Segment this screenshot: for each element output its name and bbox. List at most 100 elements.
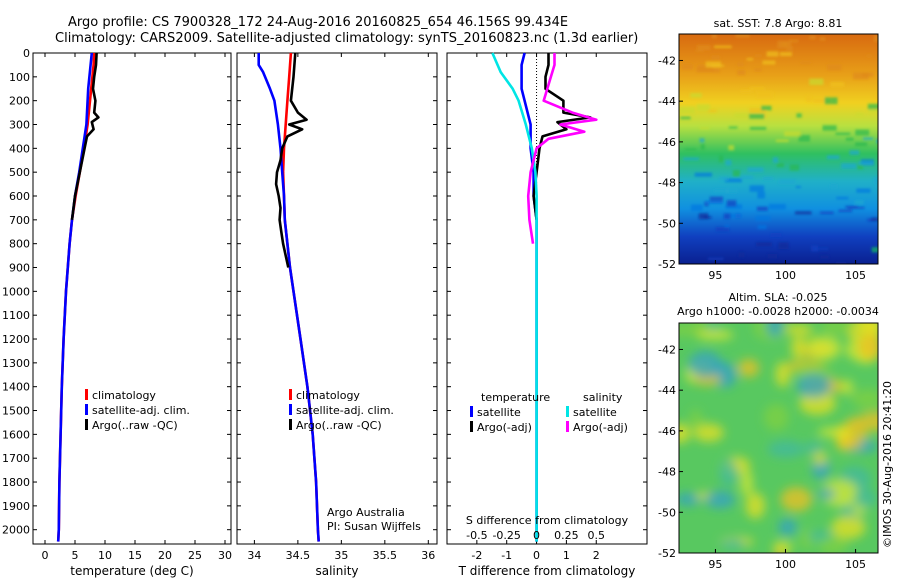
sla-map-panel: Altim. SLA: -0.025 Argo h1000: -0.0028 h… (658, 291, 879, 571)
difference-top-axis-label: S difference from climatology (466, 514, 629, 527)
sst-texture-cell (800, 61, 812, 64)
map-x-tick-label: 100 (775, 558, 796, 571)
sla-texture-blob (820, 323, 854, 335)
sst-texture-cell (830, 184, 838, 189)
y-tick-label: 1400 (2, 381, 30, 394)
sla-texture-blob (719, 458, 738, 487)
x-tick-label: 0 (533, 549, 540, 562)
sst-texture-cell (705, 200, 724, 204)
sst-texture-cell (794, 211, 812, 215)
sst-texture-cell (735, 34, 750, 38)
sla-texture-blob (817, 488, 836, 500)
sst-texture-cell (681, 63, 693, 70)
sst-texture-cell (841, 163, 857, 169)
sst-texture-cell (856, 188, 871, 193)
y-tick-label: 300 (9, 119, 30, 132)
y-tick-label: 1700 (2, 452, 30, 465)
sst-texture-cell (874, 94, 878, 99)
sst-texture-cell (820, 255, 829, 259)
sla-texture-blob (856, 411, 878, 432)
sst-texture-cell (852, 72, 869, 80)
sst-texture-cell (824, 97, 838, 105)
sst-texture-cell (873, 177, 878, 184)
map-x-tick-label: 105 (845, 269, 866, 282)
sst-texture-cell (683, 157, 699, 161)
sst-texture-cell (749, 126, 767, 130)
sst-texture-cell (789, 39, 799, 43)
difference-plot-frame (446, 52, 648, 545)
sla-texture-blob (780, 486, 813, 512)
legend-swatch (85, 419, 88, 430)
legend-swatch (566, 406, 569, 417)
x-tick-label: 20 (158, 549, 172, 562)
sst-texture-cell (724, 178, 743, 183)
top-x-tick-label: -0.25 (492, 529, 520, 542)
sst-texture-cell (835, 132, 851, 136)
sst-texture-cell (755, 215, 771, 221)
sla-texture-blob (791, 335, 805, 360)
top-x-tick-label: -0.5 (466, 529, 487, 542)
temperature-x-axis-label: temperature (deg C) (70, 564, 193, 578)
sla-texture-blob (830, 515, 866, 540)
sst-map-title: sat. SST: 7.8 Argo: 8.81 (714, 17, 843, 30)
sla-texture-blob (697, 329, 734, 341)
y-tick-label: 500 (9, 166, 30, 179)
sla-texture-blob (740, 470, 754, 497)
sst-texture-cell (855, 113, 864, 116)
sst-texture-cell (705, 61, 722, 68)
legend-swatch (85, 389, 88, 400)
sst-texture-cell (738, 252, 745, 258)
sst-texture-cell (830, 82, 845, 87)
sst-texture-cell (866, 54, 872, 58)
sla-texture-blob (807, 336, 842, 360)
salinity-argo-raw-qc--line (274, 52, 308, 268)
y-tick-label: 1800 (2, 476, 30, 489)
legend-label: Argo(..raw -QC) (92, 419, 178, 432)
header-line-2: Climatology: CARS2009. Satellite-adjuste… (55, 31, 638, 46)
y-tick-label: 1600 (2, 428, 30, 441)
temperature-argo-raw-qc--line (70, 52, 100, 220)
map-y-tick-label: -52 (658, 258, 676, 271)
x-tick-label: 34 (247, 549, 261, 562)
legend-swatch (470, 421, 473, 432)
legend-label: satellite-adj. clim. (296, 404, 394, 417)
sla-texture-blob (773, 541, 794, 552)
sst-texture-cell (754, 54, 762, 57)
x-tick-label: 2 (593, 549, 600, 562)
sla-texture-blob (766, 323, 784, 338)
pi-annotation: PI: Susan Wijffels (327, 520, 421, 533)
sst-texture-cell (679, 106, 695, 114)
y-tick-label: 1100 (2, 309, 30, 322)
sla-texture-blob (745, 492, 766, 519)
sst-texture-cell (835, 261, 847, 264)
sst-texture-cell (806, 95, 812, 103)
sst-texture-cell (713, 189, 730, 193)
sla-texture-blob (836, 438, 863, 451)
sst-texture-cell (869, 108, 878, 113)
x-tick-label: 1 (563, 549, 570, 562)
legend-swatch (85, 404, 88, 415)
sla-map-title: Altim. SLA: -0.025 (728, 291, 827, 304)
sst-texture-cell (755, 242, 773, 247)
y-tick-label: 100 (9, 71, 30, 84)
sst-texture-cell (867, 103, 878, 110)
sst-texture-cell (856, 164, 864, 170)
sst-texture-cell (697, 64, 713, 72)
sla-texture-blob (693, 423, 724, 442)
map-y-tick-label: -46 (658, 425, 676, 438)
sst-map-panel: sat. SST: 7.8 Argo: 8.81 95 100 105 -42 -44 -… (658, 17, 879, 282)
sst-texture-cell (845, 137, 854, 141)
sst-texture-cell (712, 68, 720, 73)
sst-texture-cell (707, 257, 724, 261)
y-tick-label: 900 (9, 262, 30, 275)
imos-timestamp: ©IMOS 30-Aug-2016 20:41:20 (881, 381, 894, 548)
sst-texture-cell (862, 72, 874, 77)
legend-label: satellite (573, 406, 617, 419)
legend-label: satellite-adj. clim. (92, 404, 190, 417)
legend-label: climatology (92, 389, 156, 402)
map-y-tick-label: -48 (658, 466, 676, 479)
salinity-x-axis-label: salinity (315, 564, 358, 578)
sst-texture-cell (719, 176, 728, 181)
legend-swatch (470, 406, 473, 417)
